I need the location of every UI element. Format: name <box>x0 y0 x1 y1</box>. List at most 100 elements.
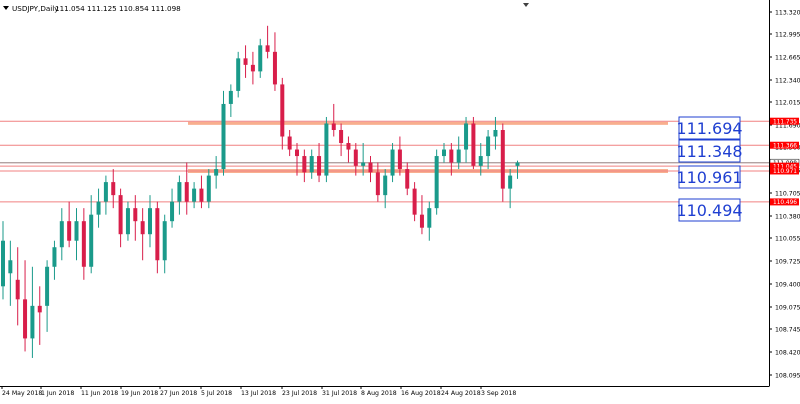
candle-body <box>38 306 42 313</box>
price-tick-label: 110.380 <box>775 214 800 221</box>
price-tick-label: 112.340 <box>775 78 800 85</box>
candle-body <box>214 169 218 176</box>
price-box-label: 110.961 <box>676 168 742 187</box>
candle-body <box>317 156 321 176</box>
time-tick-label: 8 Aug 2018 <box>361 390 397 397</box>
time-tick-label: 23 Jul 2018 <box>282 390 317 397</box>
candle-body <box>75 221 79 241</box>
candle-body <box>251 65 255 72</box>
candle-body <box>119 195 123 234</box>
candle-body <box>332 123 336 130</box>
candle-body <box>207 176 211 202</box>
price-boxes: 111.694 111.348 110.961 110.494 <box>676 117 742 221</box>
time-tick-label: 1 Jun 2018 <box>41 390 74 397</box>
candle-body <box>413 189 417 215</box>
time-tick-label: 19 Jun 2018 <box>121 390 158 397</box>
price-tick-label: 108.095 <box>775 373 800 380</box>
candle-body <box>126 208 130 234</box>
price-tick-label: 112.995 <box>775 32 800 39</box>
support-resistance-zone <box>188 122 668 125</box>
candle-body <box>449 150 453 163</box>
candle-body <box>60 221 64 247</box>
candle-body <box>111 182 115 195</box>
price-tick-label: 109.725 <box>775 259 800 266</box>
candle-body <box>383 176 387 196</box>
price-tick-label: 109.400 <box>775 282 800 289</box>
candle-body <box>163 221 167 260</box>
ohlc-readout: 111.054 111.125 110.854 111.098 <box>55 4 181 13</box>
candle-body <box>170 202 174 222</box>
candle-body <box>405 169 409 189</box>
candle-body <box>229 91 233 104</box>
candle-body <box>442 150 446 157</box>
candle-body <box>464 123 468 149</box>
candle-body <box>1 241 5 287</box>
price-box-label: 111.348 <box>676 142 742 161</box>
candle-body <box>339 130 343 143</box>
candle-body <box>398 150 402 170</box>
candle-body <box>457 150 461 163</box>
candle-body <box>177 182 181 202</box>
candle-body <box>376 172 380 195</box>
candle-body <box>52 247 56 267</box>
candle-body <box>501 130 505 189</box>
time-tick-label: 3 Sep 2018 <box>481 390 516 397</box>
candle-body <box>192 189 196 202</box>
time-tick-label: 24 Aug 2018 <box>441 390 481 397</box>
symbol-label: USDJPY,Daily <box>12 4 59 13</box>
candle-body <box>97 202 101 215</box>
candle-body <box>295 150 299 157</box>
candle-body <box>8 260 12 273</box>
price-tick-label: 108.420 <box>775 350 800 357</box>
candle-body <box>45 267 49 306</box>
price-tag-label: 111.735 <box>773 119 797 125</box>
candle-body <box>427 208 431 228</box>
price-tick-label: 112.665 <box>775 55 800 62</box>
price-tick-label: 113.320 <box>775 10 800 17</box>
candle-body <box>302 156 306 172</box>
time-tick-label: 31 Jul 2018 <box>322 390 357 397</box>
candle-body <box>479 156 483 166</box>
price-tag-label: 111.366 <box>773 143 797 149</box>
price-tick-label: 110.705 <box>775 191 800 198</box>
candle-body <box>391 150 395 176</box>
candle-body <box>420 215 424 228</box>
candle-body <box>258 45 262 71</box>
candle-body <box>361 163 365 166</box>
price-tick-label: 112.015 <box>775 100 800 107</box>
time-tick-label: 11 Jun 2018 <box>81 390 118 397</box>
candle-body <box>288 137 292 150</box>
candle-body <box>199 189 203 202</box>
candle-body <box>155 208 159 260</box>
candle-body <box>508 176 512 189</box>
candle-body <box>236 58 240 91</box>
price-tag-label: 110.971 <box>773 169 797 175</box>
candle-body <box>244 58 248 65</box>
candle-body <box>30 306 34 339</box>
candle-body <box>273 52 277 85</box>
candle-body <box>23 299 27 338</box>
time-tick-label: 24 May 2018 <box>2 390 42 397</box>
candle-body <box>133 208 137 221</box>
candle-body <box>435 156 439 208</box>
candle-body <box>67 221 71 241</box>
candle-body <box>310 156 314 172</box>
price-tick-label: 110.055 <box>775 236 800 243</box>
candle-body <box>16 280 20 300</box>
candle-body <box>89 215 93 267</box>
time-tick-label: 13 Jul 2018 <box>241 390 276 397</box>
candle-body <box>222 104 226 169</box>
candle-body <box>141 221 145 234</box>
time-tick-label: 5 Jul 2018 <box>201 390 232 397</box>
price-tag-label: 110.496 <box>773 200 797 206</box>
candle-body <box>354 150 358 166</box>
candle-body <box>266 45 270 52</box>
candle-body <box>82 221 86 267</box>
candle-body <box>471 123 475 165</box>
candle-body <box>493 130 497 137</box>
candle-body <box>185 182 189 202</box>
price-box-label: 111.694 <box>676 119 742 138</box>
price-box-label: 110.494 <box>676 201 742 220</box>
candle-body <box>104 182 108 202</box>
